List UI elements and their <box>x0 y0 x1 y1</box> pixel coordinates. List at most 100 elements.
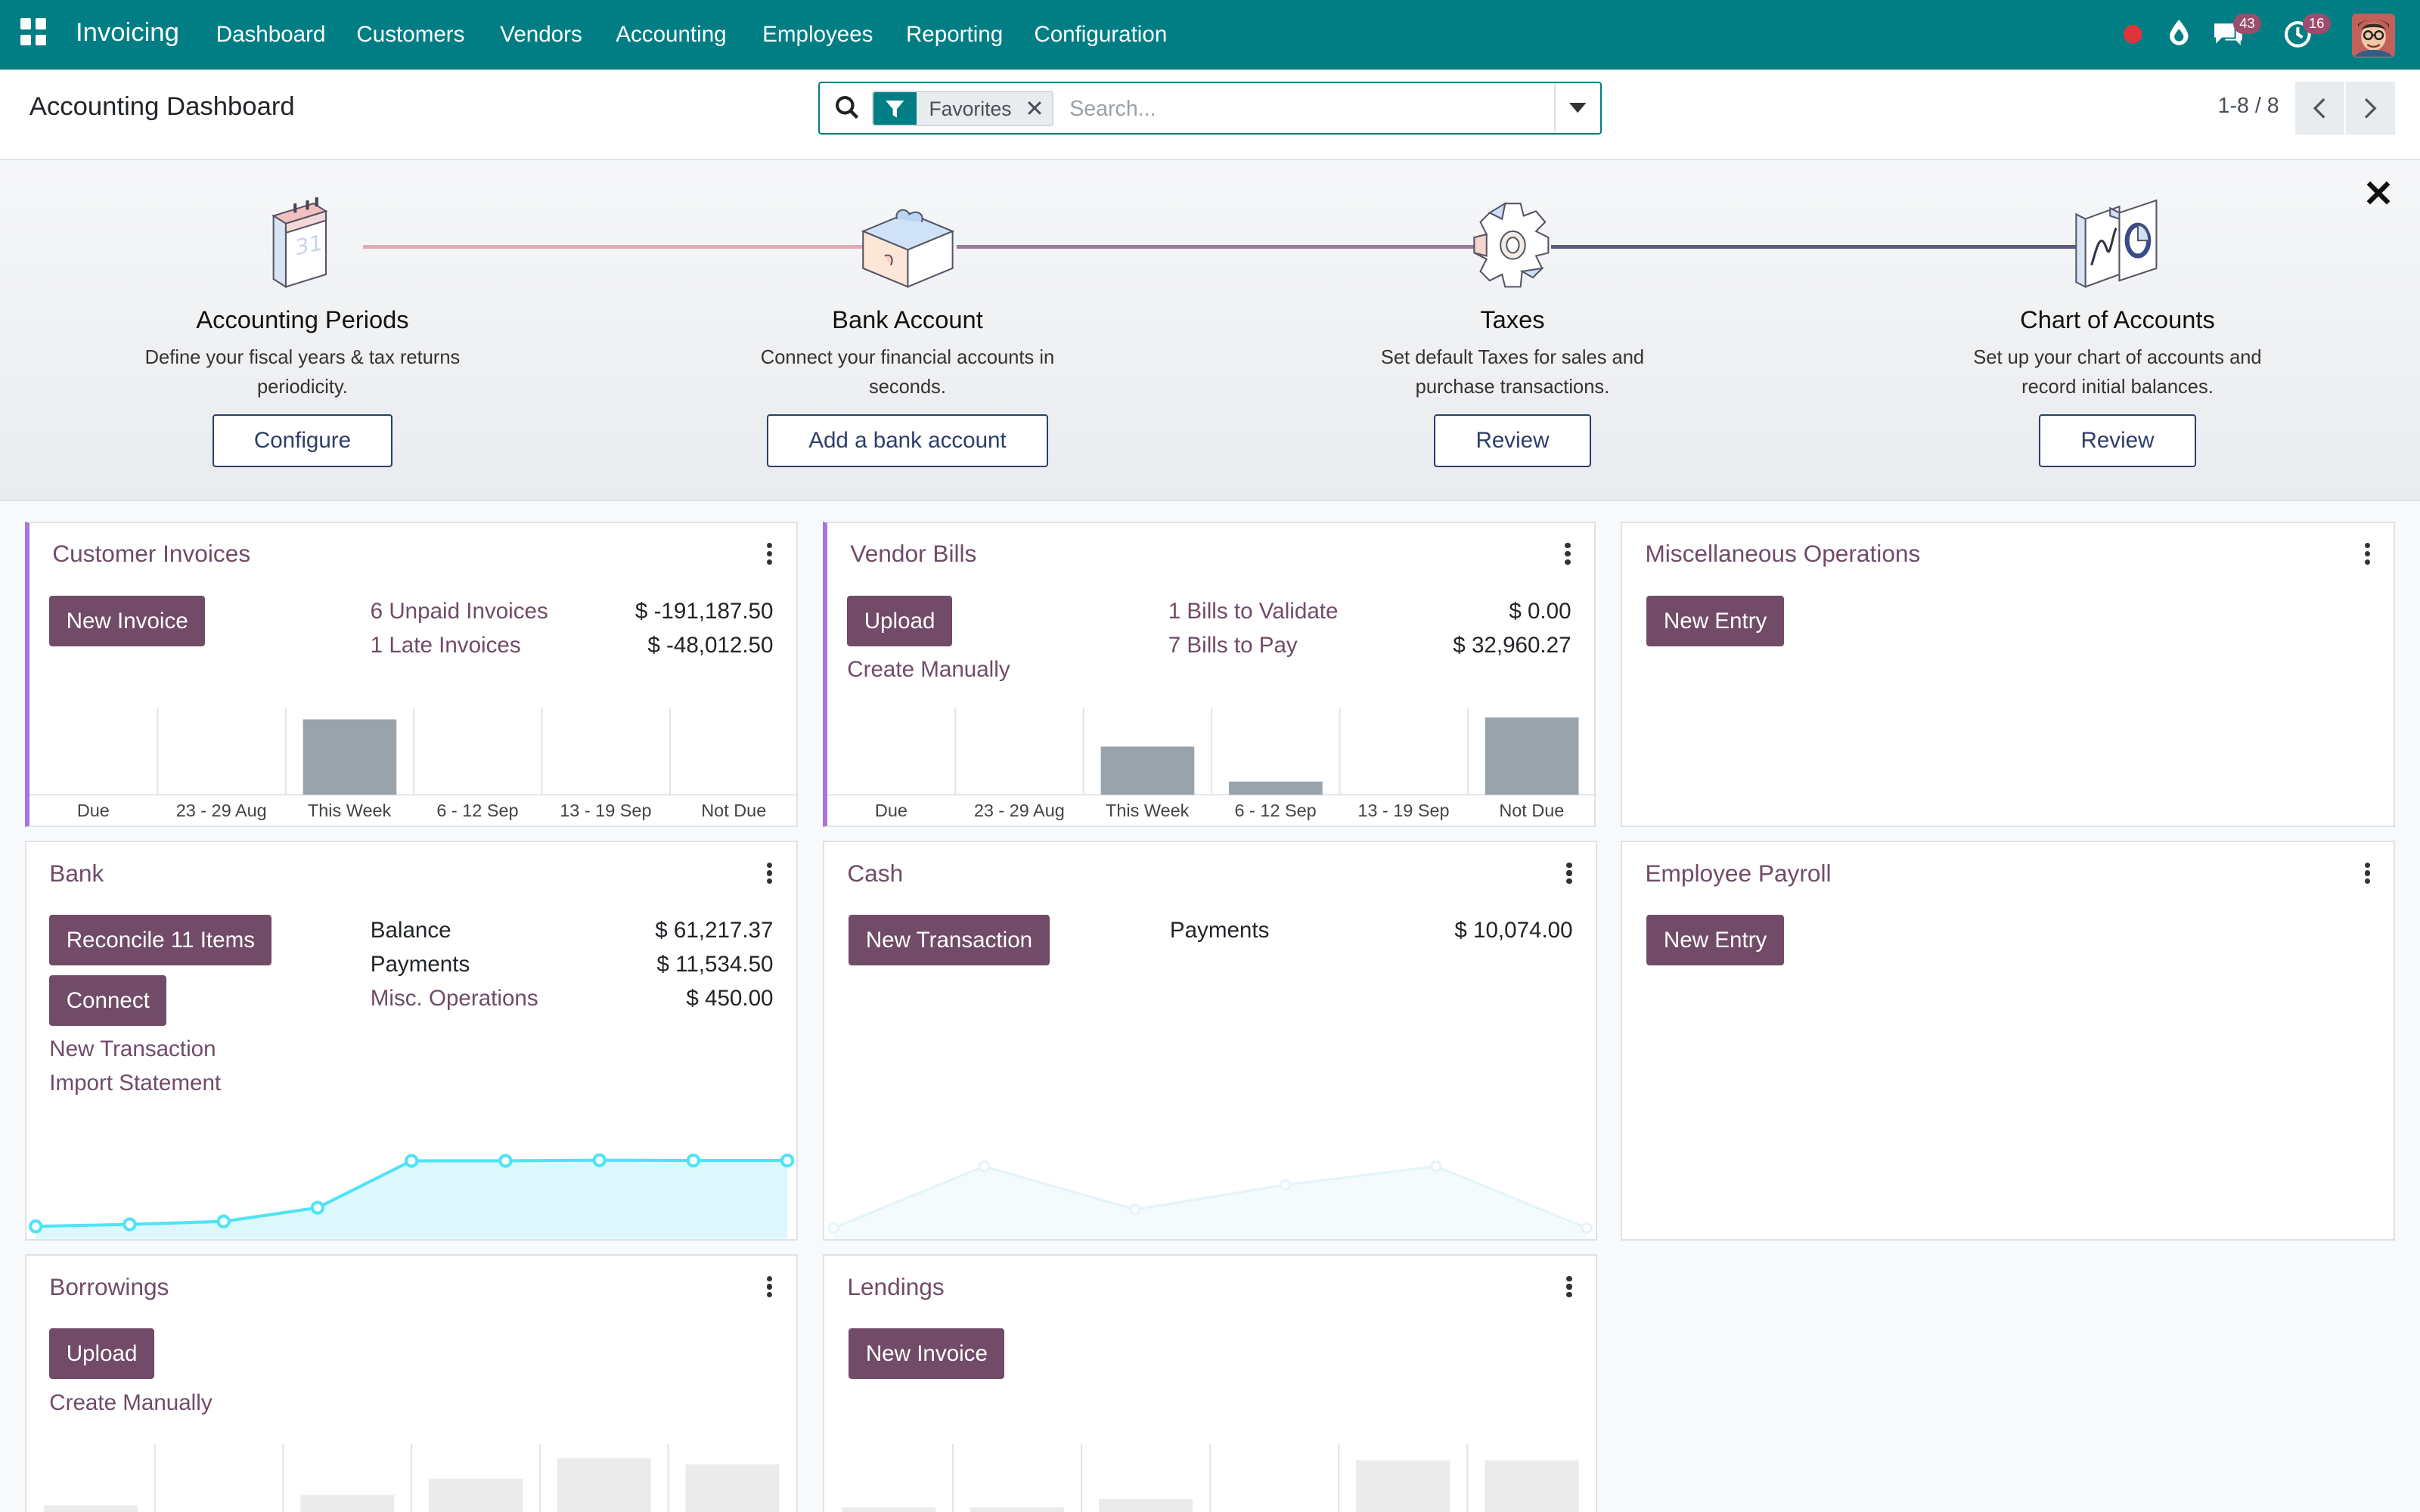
new-invoice-button[interactable]: New Invoice <box>849 1328 1005 1380</box>
lendings-card: Lendings New Invoice <box>822 1254 1598 1512</box>
caret-down-icon <box>1569 102 1587 113</box>
review-chart-of-accounts-button[interactable]: Review <box>2039 414 2196 467</box>
step-title: Taxes <box>1480 305 1545 334</box>
step-chart-of-accounts: Chart of Accounts Set up your chart of a… <box>1932 197 2303 467</box>
lendings-sample-chart[interactable] <box>824 1444 1596 1512</box>
chart-bar <box>970 1507 1064 1512</box>
misc-operations-link[interactable]: Misc. Operations <box>370 986 538 1012</box>
chart-point <box>686 1154 700 1168</box>
new-entry-button[interactable]: New Entry <box>1646 595 1784 647</box>
bills-to-validate-link[interactable]: 1 Bills to Validate <box>1168 598 1339 624</box>
drop-icon[interactable] <box>2168 18 2190 52</box>
payments-label: Payments <box>1169 918 1270 943</box>
card-title[interactable]: Bank <box>49 859 104 887</box>
menu-configuration[interactable]: Configuration <box>1034 21 1168 47</box>
upload-button[interactable]: Upload <box>49 1328 154 1380</box>
card-menu-icon[interactable] <box>1566 1275 1572 1298</box>
upload-button[interactable]: Upload <box>847 595 952 647</box>
import-statement-link[interactable]: Import Statement <box>49 1070 222 1096</box>
payments-label: Payments <box>370 952 470 978</box>
chart-bar <box>302 719 396 795</box>
card-title[interactable]: Lendings <box>847 1272 945 1300</box>
balance-label: Balance <box>370 918 451 943</box>
bank-balance-chart[interactable] <box>26 1143 796 1239</box>
step-title: Bank Account <box>832 305 983 334</box>
cash-sample-chart[interactable] <box>824 1139 1596 1239</box>
chart-point <box>1279 1179 1292 1191</box>
card-title[interactable]: Cash <box>847 859 904 887</box>
vendor-bills-chart[interactable]: Due 23 - 29 Aug This Week 6 - 12 Sep 13 - 19… <box>827 708 1595 826</box>
configure-button[interactable]: Configure <box>212 414 393 467</box>
create-manually-link[interactable]: Create Manually <box>847 657 1010 683</box>
card-title[interactable]: Borrowings <box>49 1272 169 1300</box>
pager-value[interactable]: 1-8 / 8 <box>2217 94 2279 119</box>
reconcile-button[interactable]: Reconcile 11 Items <box>49 915 272 966</box>
chart-point <box>498 1154 513 1168</box>
apps-grid-icon[interactable] <box>20 18 48 46</box>
step-title: Accounting Periods <box>196 305 409 334</box>
messages-badge: 43 <box>2233 14 2261 34</box>
card-title[interactable]: Vendor Bills <box>850 540 977 568</box>
review-taxes-button[interactable]: Review <box>1434 414 1591 467</box>
chart-point <box>310 1201 324 1215</box>
chart-bar <box>1098 1499 1193 1512</box>
chart-point <box>1128 1204 1140 1216</box>
card-menu-icon[interactable] <box>1566 862 1572 885</box>
search-box[interactable]: Favorites ✕ <box>818 82 1602 135</box>
app-name[interactable]: Invoicing <box>75 18 179 48</box>
create-manually-link[interactable]: Create Manually <box>49 1390 213 1415</box>
menu-reporting[interactable]: Reporting <box>905 21 1004 47</box>
new-entry-button[interactable]: New Entry <box>1646 915 1784 966</box>
new-transaction-button[interactable]: New Transaction <box>849 915 1050 966</box>
menu-employees[interactable]: Employees <box>762 21 873 47</box>
facet-label: Favorites <box>917 92 1018 125</box>
chart-tick-label: Not Due <box>1499 801 1565 821</box>
customer-invoices-chart[interactable]: Due 23 - 29 Aug This Week 6 - 12 Sep 13 - 19… <box>29 708 797 826</box>
chart-tick-label: This Week <box>1106 801 1190 821</box>
chart-point <box>216 1214 231 1229</box>
card-menu-icon[interactable] <box>767 543 773 565</box>
card-title[interactable]: Customer Invoices <box>52 540 251 568</box>
step-accounting-periods: 31 Accounting Periods Define your fiscal… <box>117 197 488 467</box>
facet-remove-icon[interactable]: ✕ <box>1017 92 1052 125</box>
search-icon[interactable] <box>835 95 860 126</box>
late-invoices-link[interactable]: 1 Late Invoices <box>370 632 521 658</box>
close-icon[interactable]: ✕ <box>2363 173 2394 215</box>
step-connector <box>362 245 888 249</box>
chart-bar <box>1100 746 1195 795</box>
menu-vendors[interactable]: Vendors <box>500 21 582 47</box>
card-menu-icon[interactable] <box>2364 862 2371 885</box>
search-input[interactable] <box>1069 92 1548 127</box>
unpaid-invoices-link[interactable]: 6 Unpaid Invoices <box>370 598 548 624</box>
chart-bar <box>300 1495 394 1512</box>
status-dot-icon[interactable] <box>2124 25 2142 50</box>
clock-icon[interactable] <box>2284 20 2312 54</box>
chart-tick-label: 13 - 19 Sep <box>1357 801 1450 821</box>
bills-to-pay-link[interactable]: 7 Bills to Pay <box>1168 632 1298 658</box>
chart-bar <box>1228 781 1323 795</box>
card-title[interactable]: Employee Payroll <box>1645 859 1832 887</box>
pager-previous[interactable] <box>2294 82 2344 135</box>
card-menu-icon[interactable] <box>1565 543 1571 565</box>
step-taxes: Taxes Set default Taxes for sales and pu… <box>1327 197 1698 467</box>
bills-to-validate-amount: $ 0.00 <box>1509 598 1571 624</box>
chart-bar <box>43 1505 138 1512</box>
card-menu-icon[interactable] <box>2364 543 2371 565</box>
menu-customers[interactable]: Customers <box>356 21 465 47</box>
chart-bar <box>685 1464 780 1512</box>
menu-dashboard[interactable]: Dashboard <box>216 21 326 47</box>
borrowings-sample-chart[interactable] <box>26 1444 796 1512</box>
card-title[interactable]: Miscellaneous Operations <box>1645 540 1921 568</box>
pager-next[interactable] <box>2346 82 2396 135</box>
misc-operations-amount: $ 450.00 <box>686 986 774 1012</box>
user-avatar[interactable] <box>2352 14 2396 57</box>
add-bank-account-button[interactable]: Add a bank account <box>767 414 1048 467</box>
favorites-facet[interactable]: Favorites ✕ <box>871 91 1053 127</box>
menu-accounting[interactable]: Accounting <box>616 21 727 47</box>
search-options-toggle[interactable] <box>1554 83 1600 133</box>
card-menu-icon[interactable] <box>767 862 773 885</box>
card-menu-icon[interactable] <box>767 1275 773 1298</box>
connect-button[interactable]: Connect <box>49 974 167 1027</box>
new-transaction-link[interactable]: New Transaction <box>49 1036 216 1062</box>
new-invoice-button[interactable]: New Invoice <box>49 595 206 647</box>
